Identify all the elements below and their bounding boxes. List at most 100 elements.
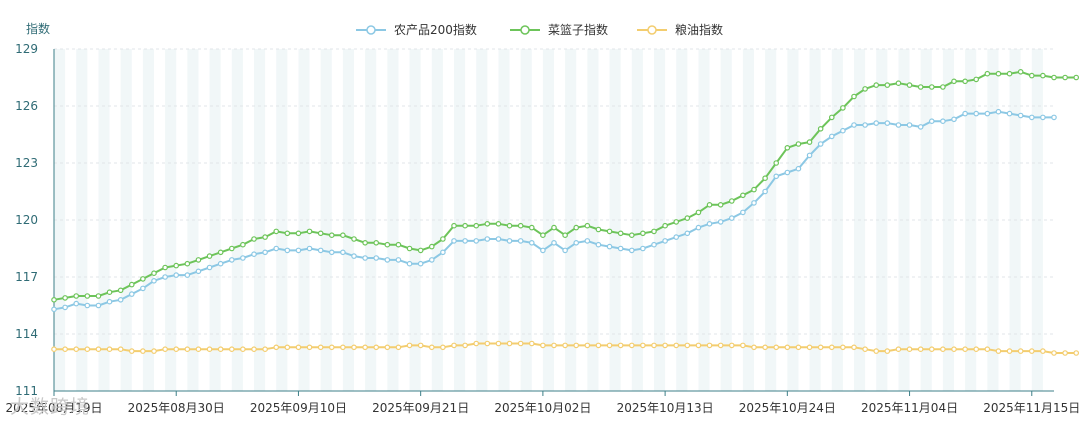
data-point[interactable] (917, 124, 924, 130)
data-point[interactable] (973, 76, 980, 83)
data-point[interactable] (684, 230, 691, 237)
data-point[interactable] (462, 342, 468, 349)
data-point[interactable] (906, 346, 913, 353)
data-point[interactable] (417, 342, 424, 349)
data-point[interactable] (484, 340, 491, 347)
data-point[interactable] (695, 209, 702, 216)
data-point[interactable] (140, 348, 146, 354)
data-point[interactable] (684, 215, 691, 221)
data-point[interactable] (528, 340, 535, 347)
data-point[interactable] (806, 344, 813, 351)
data-point[interactable] (706, 342, 713, 349)
data-point[interactable] (851, 93, 857, 100)
data-point[interactable] (117, 296, 124, 303)
data-point[interactable] (128, 291, 135, 297)
data-point[interactable] (940, 118, 946, 125)
data-point[interactable] (851, 344, 857, 351)
data-point[interactable] (406, 245, 413, 252)
data-point[interactable] (795, 344, 802, 351)
data-point[interactable] (884, 82, 891, 88)
data-point[interactable] (873, 120, 880, 126)
data-point[interactable] (273, 344, 280, 351)
data-point[interactable] (528, 240, 535, 246)
data-point[interactable] (606, 228, 613, 235)
data-point[interactable] (51, 296, 57, 303)
data-point[interactable] (384, 241, 391, 248)
data-point[interactable] (662, 222, 668, 229)
legend-item[interactable]: 菜篮子指数 (510, 22, 608, 37)
data-point[interactable] (462, 222, 468, 229)
data-point[interactable] (895, 122, 902, 128)
data-point[interactable] (351, 253, 357, 259)
data-point[interactable] (173, 272, 180, 278)
data-point[interactable] (606, 243, 613, 250)
data-point[interactable] (740, 192, 746, 199)
data-point[interactable] (806, 139, 813, 145)
data-point[interactable] (273, 228, 280, 235)
data-point[interactable] (62, 346, 68, 353)
data-point[interactable] (1006, 348, 1013, 354)
data-point[interactable] (695, 224, 702, 231)
data-point[interactable] (1051, 114, 1057, 121)
data-point[interactable] (795, 141, 802, 147)
data-point[interactable] (440, 249, 446, 256)
data-point[interactable] (95, 346, 102, 353)
data-point[interactable] (362, 255, 368, 261)
data-point[interactable] (284, 247, 291, 254)
data-point[interactable] (1028, 348, 1035, 354)
legend-item[interactable]: 农产品200指数 (356, 22, 477, 37)
data-point[interactable] (1073, 74, 1080, 81)
data-point[interactable] (817, 126, 824, 132)
data-point[interactable] (528, 224, 535, 231)
data-point[interactable] (440, 236, 446, 242)
data-point[interactable] (106, 346, 113, 353)
data-point[interactable] (84, 302, 91, 309)
data-point[interactable] (517, 222, 524, 229)
data-point[interactable] (106, 298, 113, 305)
data-point[interactable] (95, 302, 102, 309)
data-point[interactable] (751, 344, 757, 351)
data-point[interactable] (473, 340, 480, 347)
data-point[interactable] (628, 247, 635, 254)
data-point[interactable] (206, 253, 213, 259)
data-point[interactable] (184, 346, 191, 353)
data-point[interactable] (862, 122, 868, 128)
data-point[interactable] (228, 257, 235, 263)
data-point[interactable] (951, 116, 957, 123)
data-point[interactable] (584, 342, 591, 349)
data-point[interactable] (206, 346, 213, 353)
data-point[interactable] (184, 260, 191, 267)
data-point[interactable] (962, 110, 968, 117)
data-point[interactable] (1017, 112, 1024, 119)
data-point[interactable] (384, 344, 391, 351)
data-point[interactable] (606, 342, 613, 349)
data-point[interactable] (506, 222, 513, 229)
data-point[interactable] (640, 230, 646, 237)
data-point[interactable] (328, 232, 335, 239)
data-point[interactable] (451, 238, 457, 244)
data-point[interactable] (140, 285, 146, 292)
data-point[interactable] (740, 342, 746, 349)
data-point[interactable] (240, 346, 246, 353)
data-point[interactable] (228, 346, 235, 353)
data-point[interactable] (762, 344, 768, 351)
data-point[interactable] (295, 247, 302, 254)
data-point[interactable] (340, 344, 346, 351)
data-point[interactable] (128, 281, 135, 288)
data-point[interactable] (495, 340, 502, 347)
data-point[interactable] (328, 249, 335, 256)
data-point[interactable] (351, 236, 357, 242)
data-point[interactable] (573, 240, 580, 246)
data-point[interactable] (928, 346, 935, 353)
data-point[interactable] (128, 348, 135, 354)
data-point[interactable] (162, 346, 168, 353)
data-point[interactable] (228, 245, 235, 252)
data-point[interactable] (840, 127, 846, 134)
data-point[interactable] (584, 238, 591, 244)
data-point[interactable] (1040, 348, 1046, 354)
data-point[interactable] (617, 245, 624, 252)
data-point[interactable] (362, 240, 368, 246)
data-point[interactable] (1006, 110, 1013, 117)
data-point[interactable] (551, 224, 557, 231)
data-point[interactable] (140, 276, 146, 282)
